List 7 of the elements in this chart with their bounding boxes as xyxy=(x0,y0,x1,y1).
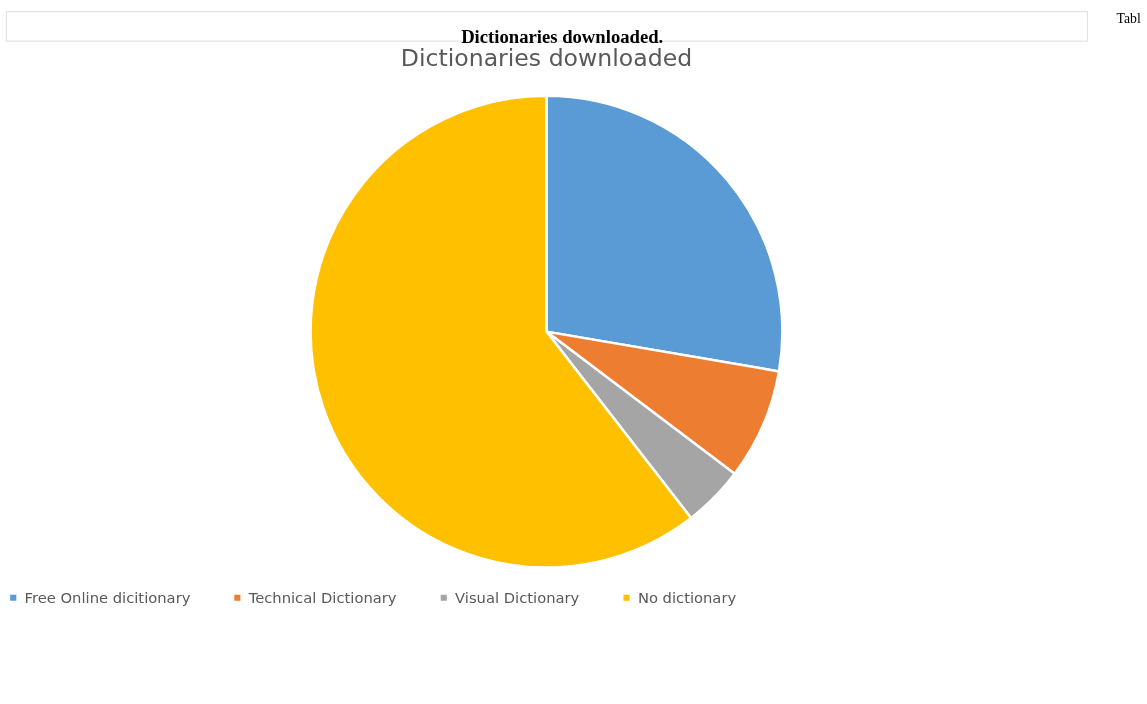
chart-title: Dictionaries downloaded xyxy=(400,44,693,73)
text: Dictionaries downloaded. xyxy=(461,25,664,47)
legend-label: Technical Dictionary xyxy=(247,588,397,606)
legend-label: Free Online dicitionary xyxy=(24,588,191,606)
legend-label: No dictionary xyxy=(637,588,737,606)
legend-label: Visual Dictionary xyxy=(455,588,580,606)
text: Tabl xyxy=(1116,10,1141,26)
